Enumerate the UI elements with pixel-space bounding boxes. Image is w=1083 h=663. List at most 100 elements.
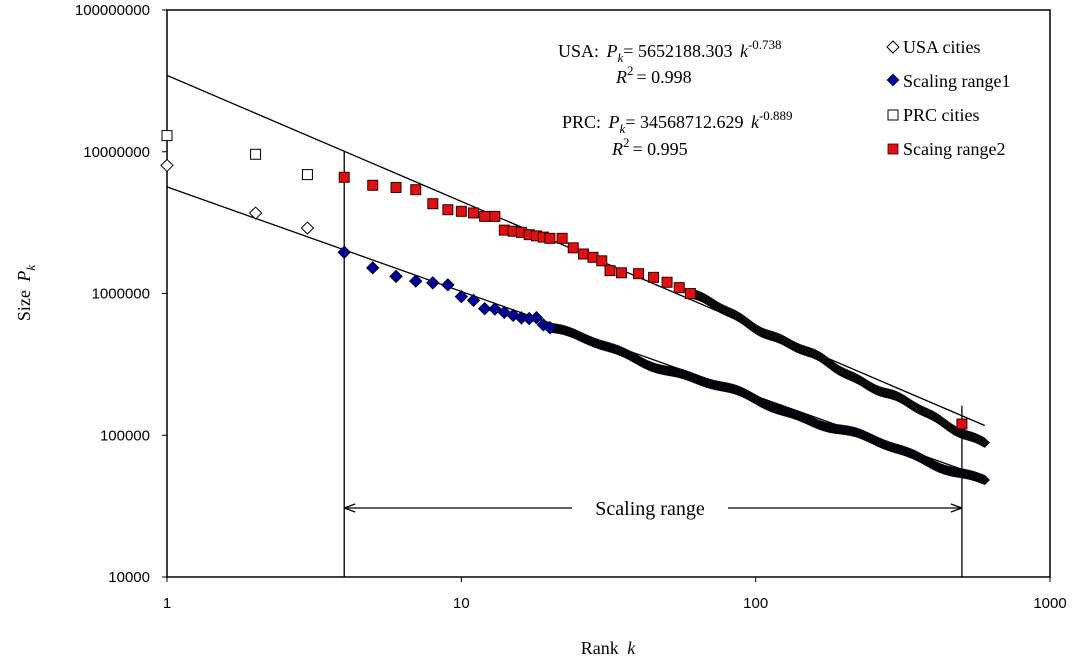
prc-eq-exp: -0.889 (759, 108, 793, 123)
data-point (604, 265, 616, 277)
data-point (477, 301, 492, 316)
usa-r2-value: = 0.998 (637, 67, 692, 87)
data-point (441, 278, 455, 292)
prc-eq-prefix: PRC: (562, 112, 601, 132)
data-point (338, 171, 350, 183)
data-point (596, 255, 608, 267)
y-axis-title-var: P (14, 271, 34, 283)
tail-point (979, 474, 990, 486)
legend-marker-scaling-range1 (886, 73, 900, 87)
axis-ticks: 1 10 100 1000 10000 100000 1000000 10000000 1000… (75, 2, 1067, 612)
prc-r2-sup: 2 (623, 135, 630, 150)
x-tick-label: 1000 (1033, 595, 1066, 612)
data-point (389, 269, 403, 284)
y-tick-label: 1000000 (92, 286, 150, 303)
series-prc-cities (161, 130, 313, 181)
data-point (426, 276, 440, 290)
data-point (390, 181, 402, 193)
usa-eq-prefix: USA: (558, 41, 599, 61)
prc-eq-coef: 34568712.629 (640, 112, 744, 132)
scaling-range-label-bg (572, 494, 728, 522)
series-usa-cities (160, 158, 315, 235)
data-point (300, 221, 315, 235)
x-axis-title: Rank k (581, 638, 637, 658)
data-point (337, 245, 351, 259)
usa-eq-var: P (606, 41, 618, 61)
y-axis-title-text: Size (14, 290, 34, 321)
data-point (529, 311, 544, 325)
data-point (248, 206, 263, 220)
series-scaing-range2 (338, 171, 968, 430)
data-point (442, 204, 454, 216)
data-point (468, 207, 480, 219)
data-point (409, 274, 423, 288)
prc-r2-value: = 0.995 (633, 139, 688, 159)
data-point (577, 248, 589, 260)
legend-label-scaling-range1: Scaling range1 (903, 71, 1010, 91)
y-axis-title-sub: k (23, 265, 38, 271)
prc-r2-letter: R (611, 139, 623, 159)
data-points (160, 130, 990, 486)
usa-eq-coef: 5652188.303 (638, 41, 733, 61)
data-point (673, 282, 685, 294)
y-tick-label: 10000 (108, 569, 150, 586)
plot-area-frame (166, 9, 1051, 578)
data-point (427, 198, 439, 210)
data-point (648, 271, 660, 283)
usa-r2-letter: R (615, 67, 627, 87)
data-point (615, 267, 627, 279)
usa-eq-exp: -0.738 (748, 37, 782, 52)
y-tick-label: 10000000 (83, 144, 150, 161)
data-point (161, 130, 173, 142)
data-point (506, 308, 520, 322)
prc-eq-var: P (608, 112, 620, 132)
prc-r2: R2 = 0.995 (611, 135, 688, 159)
data-point (543, 321, 557, 335)
usa-equation: USA: Pk= 5652188.303 k-0.738 (558, 37, 782, 65)
data-point (466, 293, 481, 308)
data-point (661, 276, 673, 288)
data-point (956, 418, 968, 430)
scaling-range-label: Scaling range (595, 498, 705, 520)
legend-marker-prc-cities (887, 109, 899, 121)
data-point (567, 242, 579, 254)
x-tick-label: 10 (453, 595, 470, 612)
y-tick-label: 100000000 (75, 2, 150, 19)
data-point (556, 232, 568, 244)
data-point (633, 268, 645, 280)
legend-marker-scaing-range2 (887, 143, 899, 155)
usa-r2-sup: 2 (627, 63, 634, 78)
data-point (488, 302, 502, 316)
data-point (455, 205, 467, 217)
scaling-range-arrow-right (950, 503, 963, 513)
prc-eq-equals: = (625, 112, 640, 132)
data-point (684, 288, 696, 299)
data-point (544, 232, 556, 244)
y-axis-title: Size Pk (14, 265, 38, 322)
data-tail (685, 288, 990, 449)
x-axis-title-var: k (627, 638, 636, 658)
data-point (301, 169, 313, 181)
prc-eq-k: k (751, 112, 760, 132)
y-tick-label: 100000 (100, 427, 150, 444)
usa-eq-equals: = (623, 41, 638, 61)
series-scaling-range1 (337, 245, 557, 335)
legend: USA cities Scaling range1 PRC cities Sca… (886, 37, 1010, 159)
x-tick-label: 100 (743, 595, 768, 612)
x-axis-title-text: Rank (581, 638, 619, 658)
data-point (366, 261, 380, 275)
prc-eq-sub: k (620, 121, 626, 136)
tail-point (979, 437, 990, 449)
usa-eq-k: k (740, 41, 749, 61)
legend-label-usa-cities: USA cities (903, 37, 981, 57)
data-tail (544, 322, 990, 486)
x-tick-label: 1 (163, 595, 171, 612)
legend-marker-usa-cities (886, 40, 900, 54)
data-point (160, 158, 174, 173)
fit-lines (166, 74, 985, 479)
data-point (454, 289, 469, 304)
scaling-range-arrow-left (344, 503, 356, 513)
data-point (497, 305, 512, 320)
prc-equation: PRC: Pk= 34568712.629 k-0.889 (562, 108, 793, 136)
